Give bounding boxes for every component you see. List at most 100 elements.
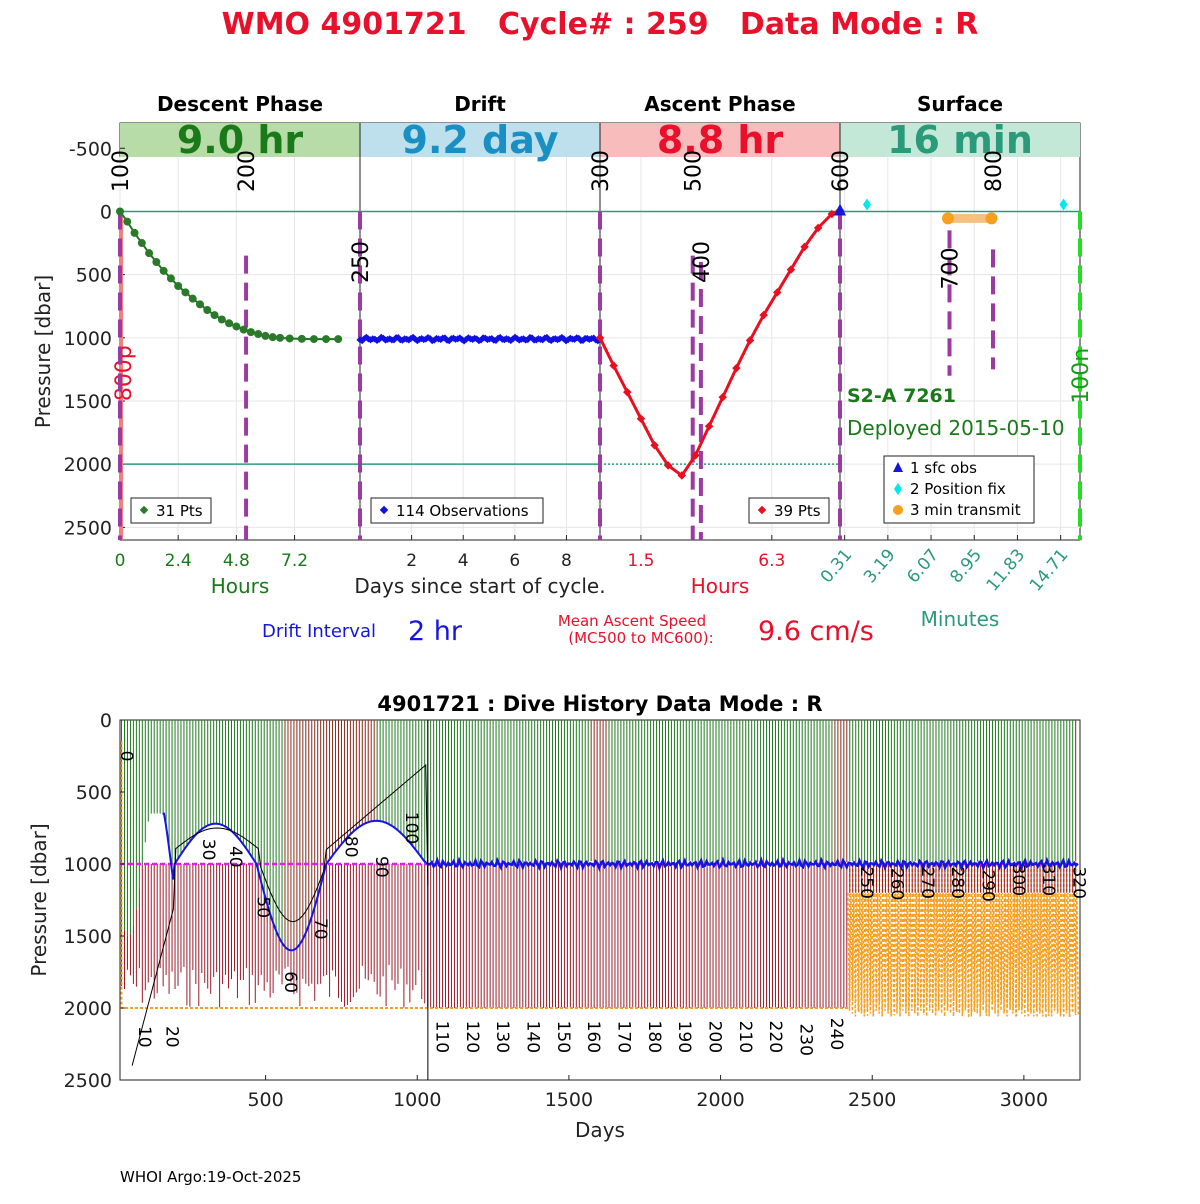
message-marker-label: 250 — [349, 241, 374, 283]
y-tick-label: 500 — [76, 782, 112, 804]
x-tick-label: 8 — [561, 551, 572, 571]
phase-duration: 16 min — [887, 118, 1033, 162]
message-marker-label: 800 — [982, 150, 1007, 192]
transmit-point — [985, 212, 998, 225]
dive-history-title: 4901721 : Dive History Data Mode : R — [377, 692, 822, 716]
x-unit-label: Minutes — [921, 607, 1000, 631]
descent-point — [285, 334, 294, 343]
phase-duration: 9.2 day — [402, 118, 559, 162]
descent-point — [261, 331, 270, 340]
trajectory-line — [131, 763, 429, 1066]
cycle-number-label: 120 — [462, 1021, 482, 1053]
descent-point — [322, 335, 331, 344]
descent-point — [217, 315, 226, 324]
message-marker-label: 100n — [1069, 348, 1094, 404]
ascent-point — [745, 336, 755, 345]
phase-legend-marker — [757, 505, 767, 515]
descent-point — [145, 249, 154, 258]
descent-point — [137, 239, 146, 248]
x-tick-label: 1000 — [393, 1089, 441, 1111]
descent-point — [225, 319, 234, 328]
phase-duration-band — [120, 123, 360, 157]
ascent-point — [609, 361, 618, 370]
float-model: S2-A 7261 — [847, 385, 956, 407]
cycle-number-label: 210 — [735, 1021, 755, 1053]
descent-point — [188, 294, 197, 303]
descent-point — [196, 300, 204, 309]
cycle-number-label: 130 — [492, 1021, 512, 1053]
cycle-number-label: 90 — [371, 856, 391, 878]
y-axis-label: Pressure [dbar] — [27, 823, 51, 976]
cycle-number-label: 10 — [134, 1026, 154, 1048]
cycle-number-label: 240 — [826, 1018, 846, 1050]
cycle-number-label: 230 — [795, 1023, 815, 1055]
cycle-number-label: 160 — [583, 1021, 603, 1053]
cycle-number-label: 320 — [1068, 866, 1088, 898]
ascent-point — [677, 471, 687, 480]
cycle-number-label: 200 — [704, 1021, 724, 1053]
surface-legend-box — [883, 455, 1035, 524]
drift-interval-value: 2 hr — [408, 616, 463, 647]
x-tick-label: 2 — [406, 551, 417, 571]
cycle-number-label: 110 — [431, 1021, 451, 1053]
descent-point — [203, 306, 212, 315]
drift-interval-label: Drift Interval — [262, 621, 376, 642]
drift-line — [425, 856, 1079, 872]
phase-duration: 9.0 hr — [177, 118, 304, 162]
surface-legend-label: 1 sfc obs — [910, 459, 977, 477]
descent-point — [246, 328, 255, 337]
message-marker-label: 400 — [690, 241, 715, 283]
y-tick-label: 1500 — [64, 391, 112, 413]
message-marker-label: 500 — [682, 150, 707, 192]
phase-legend-box — [370, 497, 544, 524]
ascent-point — [663, 461, 673, 470]
x-tick-label: 8.95 — [946, 545, 986, 587]
x-tick-label: 500 — [247, 1089, 283, 1111]
cycle-number-label: 180 — [644, 1021, 664, 1053]
descent-point — [334, 335, 343, 344]
descent-point — [152, 258, 161, 266]
descent-point — [268, 333, 277, 342]
x-tick-label: 0 — [115, 551, 126, 571]
cycle-number-label: 60 — [280, 971, 300, 993]
drift-line — [162, 812, 427, 952]
x-tick-label: 3.19 — [860, 545, 900, 587]
x-tick-label: 0.31 — [817, 545, 857, 587]
descent-line — [119, 210, 339, 341]
page-title: WMO 4901721 Cycle# : 259 Data Mode : R — [222, 7, 979, 42]
descent-point — [116, 207, 124, 216]
x-tick-label: 6 — [509, 551, 520, 571]
cycle-number-label: 260 — [886, 868, 906, 900]
parking-depth-label: 800p — [112, 345, 137, 401]
descent-point — [239, 325, 248, 334]
x-tick-label: 7.2 — [281, 551, 308, 571]
cycle-number-label: 300 — [1008, 864, 1028, 896]
float-deployed: Deployed 2015-05-10 — [847, 416, 1065, 440]
x-unit-label: Hours — [691, 574, 750, 598]
phase-legend-label: 31 Pts — [156, 502, 203, 520]
surface-legend-label: 2 Position fix — [910, 480, 1006, 498]
phase-title: Drift — [454, 92, 506, 116]
y-tick-label: 2500 — [64, 517, 112, 539]
cycle-number-label: 280 — [947, 866, 967, 898]
y-tick-label: -500 — [69, 138, 112, 160]
ascent-point — [595, 333, 605, 343]
cycle-number-label: 290 — [977, 869, 997, 901]
dive-history-panel: 500 1000 1500 2000 2500 300005001000150020002… — [27, 692, 1088, 1142]
cycle-number-label: 140 — [522, 1021, 542, 1053]
descent-point — [159, 266, 168, 275]
message-marker-label: 700 — [939, 247, 964, 289]
x-tick-label: 1500 — [545, 1089, 593, 1111]
cycle-number-label: 80 — [340, 836, 360, 858]
position-fix-point — [1059, 198, 1068, 211]
x-tick-label: 4.8 — [223, 551, 250, 571]
x-axis-label: Days — [575, 1118, 625, 1142]
phase-legend-label: 39 Pts — [774, 502, 821, 520]
phase-duration-band — [840, 123, 1080, 157]
y-tick-label: 1500 — [64, 926, 112, 948]
surface-legend-marker — [893, 505, 903, 515]
cycle-number-label: 310 — [1038, 864, 1058, 896]
y-tick-label: 0 — [100, 201, 112, 223]
x-unit-label: Days since start of cycle. — [354, 574, 605, 598]
